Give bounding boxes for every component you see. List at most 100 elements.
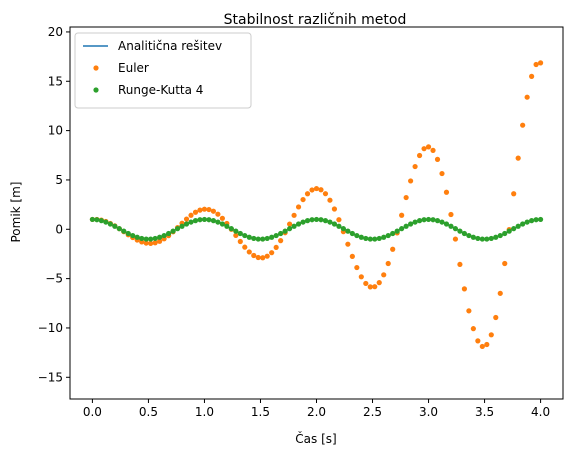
rk4-point [174,226,181,232]
rk4-point [313,216,320,223]
euler-point [219,215,225,221]
x-tick-label: 1.0 [195,405,214,419]
rk4-point [251,235,257,242]
rk4-point [269,234,275,240]
euler-point [260,255,266,261]
rk4-point [237,230,243,237]
rk4-point [515,223,521,229]
rk4-point [331,221,338,227]
rk4-point [425,216,432,223]
rk4-point [134,234,140,240]
euler-point [210,208,217,214]
rk4-point [161,232,167,239]
euler-point [197,207,203,213]
rk4-point [148,236,154,242]
y-tick-label: 5 [55,173,63,187]
euler-point [291,212,297,218]
rk4-point [367,236,373,242]
euler-point [251,252,257,259]
legend: Analitična rešitev Euler Runge-Kutta 4 [74,32,252,109]
euler-point [533,61,539,68]
legend-swatch [93,87,99,93]
euler-point [304,191,311,197]
euler-point [363,280,369,287]
euler-point [206,206,212,213]
legend-entry-analitic: Analitična rešitev [118,39,222,53]
rk4-point [533,217,539,223]
rk4-point [497,232,503,239]
chart-title: Stabilnost različnih metod [224,12,407,28]
rk4-point [107,221,113,227]
legend-frame [74,32,252,109]
rk4-point [434,218,441,224]
rk4-point [255,236,261,242]
rk4-point [475,235,481,242]
rk4-point [170,228,176,234]
euler-point [201,206,208,212]
rk4-point [416,218,423,224]
euler-point [515,155,521,161]
rk4-point [381,234,387,240]
euler-point [529,73,535,79]
euler-point [192,209,199,215]
euler-point [488,332,494,338]
euler-point [412,163,418,170]
rk4-point [502,230,508,237]
euler-point [331,206,338,212]
rk4-point [166,230,172,237]
euler-point [336,217,342,223]
x-tick-label: 4.0 [531,405,550,419]
rk4-point [506,228,512,234]
euler-point [345,241,351,247]
rk4-point [349,230,355,237]
x-tick-label: 0.0 [83,405,102,419]
rk4-point [201,216,208,223]
rk4-point [89,216,96,223]
rk4-point [493,234,499,240]
rk4-point [479,236,485,242]
euler-point [430,147,436,153]
euler-point [278,238,284,244]
euler-point [502,260,508,267]
rk4-point [390,230,396,237]
rk4-point [219,221,225,227]
rk4-point [340,226,346,232]
rk4-point [143,236,149,242]
legend-entry-euler: Euler [118,61,149,75]
euler-point [443,189,450,195]
rk4-point [287,226,293,232]
y-tick-label: 0 [55,222,63,236]
rk4-point [318,217,324,223]
euler-point [520,122,526,128]
euler-point [403,194,409,201]
euler-point [381,272,387,278]
rk4-point [421,217,427,223]
euler-point [300,196,306,203]
euler-point [309,187,315,193]
rk4-point [273,232,279,239]
euler-point [479,343,485,350]
euler-point [313,185,320,192]
euler-point [470,326,476,332]
rk4-point [94,217,100,223]
euler-point [318,187,324,193]
euler-point [461,286,467,292]
euler-point [157,238,163,244]
y-tick-label: 10 [48,124,63,138]
euler-point [524,94,530,100]
rk4-point [112,223,118,229]
rk4-point [210,218,217,224]
rk4-point [403,223,409,229]
rk4-point [448,223,454,229]
x-tick-label: 1.5 [251,405,270,419]
rk4-point [327,219,333,225]
euler-point [322,191,329,197]
rk4-point [345,228,351,234]
y-tick-label: −10 [38,321,63,335]
rk4-point [484,236,490,242]
rk4-point [260,236,266,242]
euler-point [273,244,279,251]
euler-point [358,274,364,280]
rk4-point [206,217,212,223]
